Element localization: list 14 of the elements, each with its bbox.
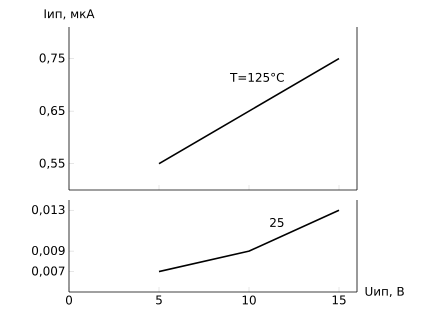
y-tick-label: 0,007 bbox=[32, 266, 64, 277]
x-tick-label: 15 bbox=[332, 296, 346, 304]
y-tick-label: 0,65 bbox=[40, 106, 64, 116]
x-tick-label: 10 bbox=[242, 296, 256, 305]
y-tick-label: 0,009 bbox=[32, 246, 65, 256]
x-axis-title: Uип, В bbox=[366, 286, 404, 298]
y-tick-label: 0,75 bbox=[40, 53, 64, 64]
y-tick-label: 0,55 bbox=[40, 158, 64, 169]
x-tick-label: 5 bbox=[156, 296, 162, 304]
y-tick-label: 0,013 bbox=[32, 205, 65, 216]
series-label: T=125°C bbox=[230, 72, 284, 82]
y-axis-title: Iип, мкА bbox=[44, 9, 94, 20]
series-label: 25 bbox=[270, 218, 284, 228]
x-tick-label: 0 bbox=[66, 296, 72, 305]
